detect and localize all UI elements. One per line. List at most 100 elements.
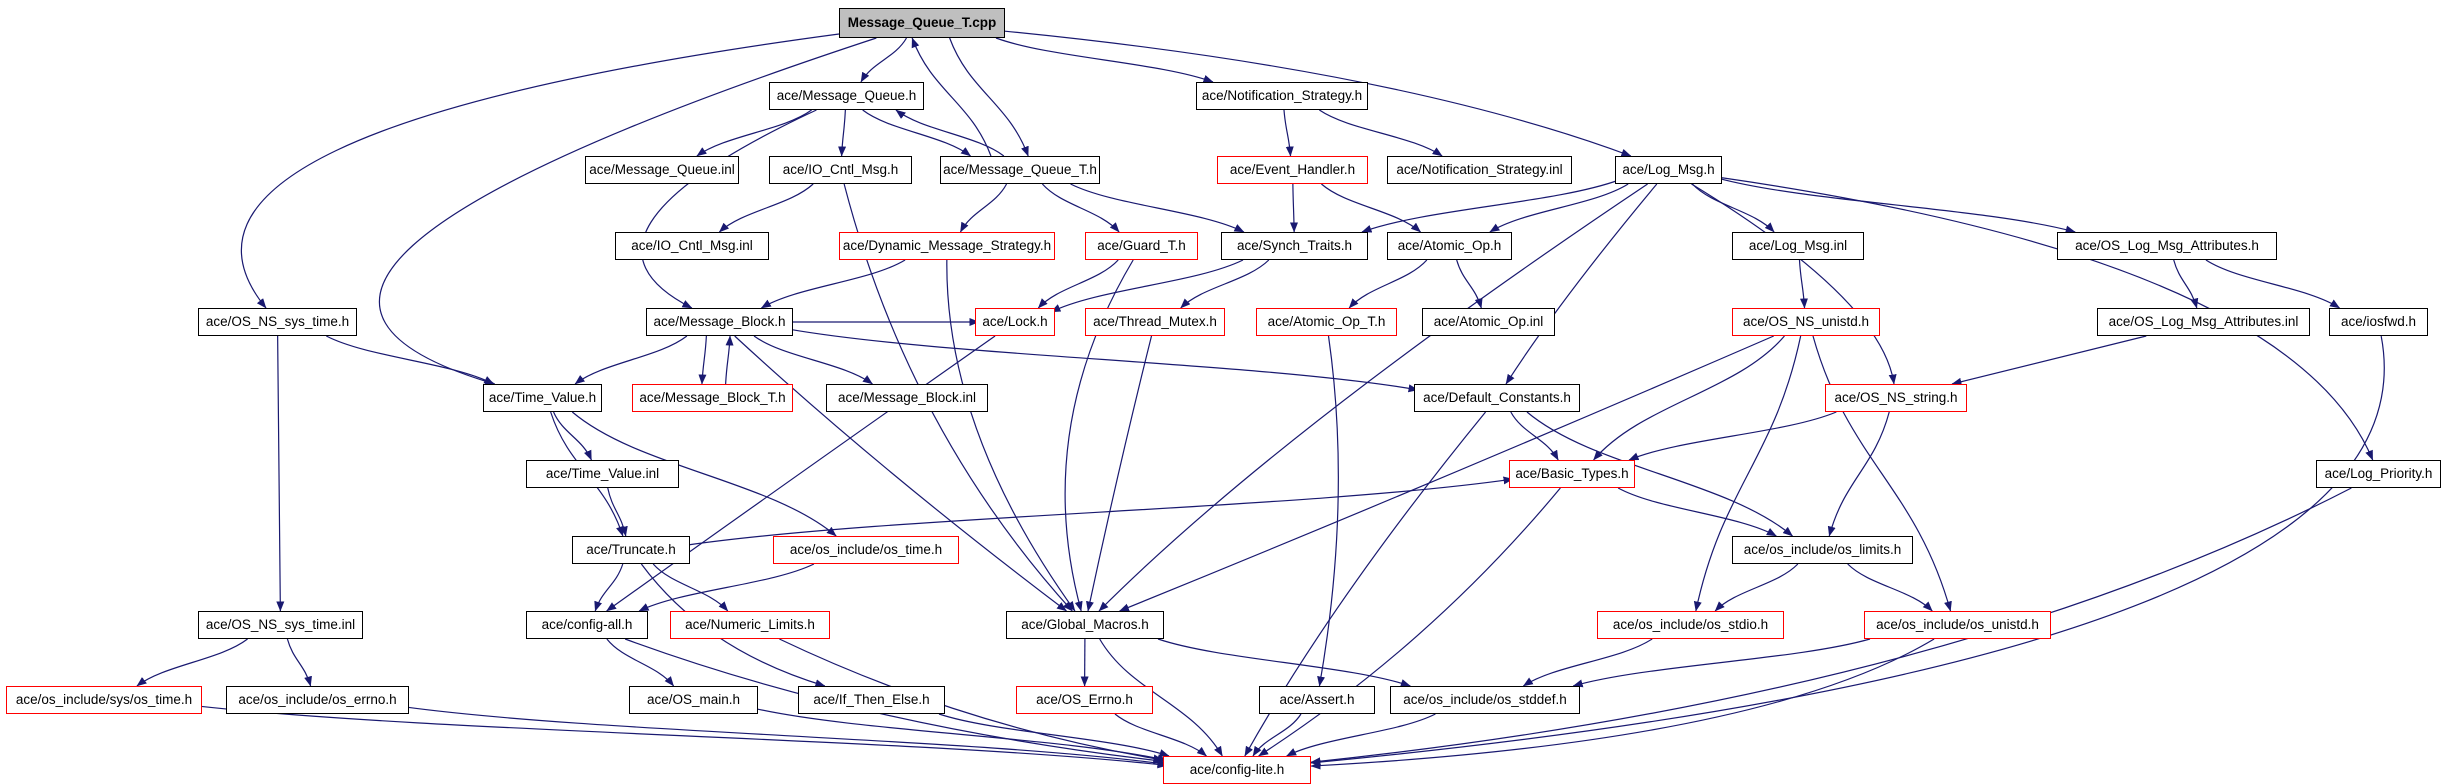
edge-os-log-msg-attributes-inl--os-ns-string-h bbox=[1951, 335, 2147, 386]
node-os-log-msg-attributes-h[interactable]: ace/OS_Log_Msg_Attributes.h bbox=[2057, 232, 2277, 260]
edge-message-block-h--message-block-inl bbox=[753, 335, 873, 385]
node-thread-mutex-h[interactable]: ace/Thread_Mutex.h bbox=[1085, 308, 1225, 336]
node-os-ns-sys-time-h[interactable]: ace/OS_NS_sys_time.h bbox=[198, 308, 357, 336]
node-message-block-t-h[interactable]: ace/Message_Block_T.h bbox=[632, 384, 793, 412]
edge-log-msg-h--atomic-op-h bbox=[1489, 183, 1629, 233]
edge-mq-t-cpp--log-msg-h bbox=[1004, 30, 1632, 157]
node-io-cntl-msg-inl[interactable]: ace/IO_Cntl_Msg.inl bbox=[615, 232, 769, 260]
edge-os-limits-h--os-stdio-file-h bbox=[1714, 563, 1799, 612]
node-notification-strategy-h[interactable]: ace/Notification_Strategy.h bbox=[1196, 82, 1368, 110]
edge-assert-h--config-lite-h bbox=[1252, 713, 1302, 757]
edge-os-ns-unistd-h--os-unistd-file-h bbox=[1812, 335, 1952, 612]
edge-io-cntl-msg-h--io-cntl-msg-inl bbox=[718, 183, 814, 233]
edge-message-block-h--global-macros-h bbox=[734, 335, 1067, 612]
edge-os-ns-unistd-h--global-macros-h bbox=[1119, 335, 1774, 612]
edge-synch-traits-h--thread-mutex-h bbox=[1180, 259, 1270, 309]
node-guard-t-h[interactable]: ace/Guard_T.h bbox=[1085, 232, 1198, 260]
node-message-block-h[interactable]: ace/Message_Block.h bbox=[646, 308, 793, 336]
edge-os-limits-h--os-unistd-file-h bbox=[1847, 563, 1933, 612]
edge-os-ns-sys-time-inl--os-errno-file-h bbox=[286, 638, 312, 687]
node-basic-types-h[interactable]: ace/Basic_Types.h bbox=[1509, 460, 1635, 488]
edge-guard-t-h--lock-h bbox=[1037, 259, 1119, 309]
node-config-all-h[interactable]: ace/config-all.h bbox=[526, 611, 648, 639]
node-message-queue-t-h[interactable]: ace/Message_Queue_T.h bbox=[940, 156, 1100, 184]
edge-atomic-op-h--atomic-op-inl bbox=[1456, 259, 1483, 309]
node-message-queue-inl[interactable]: ace/Message_Queue.inl bbox=[585, 156, 739, 184]
edge-synch-traits-h--lock-h bbox=[1050, 259, 1244, 313]
node-log-msg-inl[interactable]: ace/Log_Msg.inl bbox=[1732, 232, 1864, 260]
node-numeric-limits-h[interactable]: ace/Numeric_Limits.h bbox=[670, 611, 830, 639]
edge-atomic-op-t-h--assert-h bbox=[1317, 335, 1339, 687]
node-iosfwd-h[interactable]: ace/iosfwd.h bbox=[2329, 308, 2428, 336]
node-atomic-op-t-h[interactable]: ace/Atomic_Op_T.h bbox=[1256, 308, 1397, 336]
edge-message-queue-h--message-queue-t-h bbox=[862, 109, 971, 157]
node-os-time-h[interactable]: ace/os_include/os_time.h bbox=[773, 536, 959, 564]
node-message-queue-h[interactable]: ace/Message_Queue.h bbox=[769, 82, 924, 110]
node-os-ns-string-h[interactable]: ace/OS_NS_string.h bbox=[1825, 384, 1967, 412]
edge-message-block-t-h--message-block-h bbox=[725, 335, 734, 385]
node-truncate-h[interactable]: ace/Truncate.h bbox=[572, 536, 690, 564]
node-default-constants-h[interactable]: ace/Default_Constants.h bbox=[1414, 384, 1580, 412]
node-atomic-op-h[interactable]: ace/Atomic_Op.h bbox=[1387, 232, 1512, 260]
node-os-main-h[interactable]: ace/OS_main.h bbox=[629, 686, 758, 714]
node-notification-strategy-inl[interactable]: ace/Notification_Strategy.inl bbox=[1387, 156, 1572, 184]
edge-dynamic-message-strategy-h--global-macros-h bbox=[946, 259, 1076, 612]
node-os-ns-unistd-h[interactable]: ace/OS_NS_unistd.h bbox=[1732, 308, 1880, 336]
node-os-errno-file-h[interactable]: ace/os_include/os_errno.h bbox=[226, 686, 409, 714]
node-os-stdio-file-h[interactable]: ace/os_include/os_stdio.h bbox=[1597, 611, 1784, 639]
edge-mq-t-cpp--notification-strategy-h bbox=[995, 37, 1214, 83]
node-io-cntl-msg-h[interactable]: ace/IO_Cntl_Msg.h bbox=[769, 156, 912, 184]
edge-log-msg-h--os-log-msg-attributes-h bbox=[1717, 177, 2076, 234]
edges-group bbox=[136, 30, 2385, 770]
edge-log-priority-h--config-lite-h bbox=[1310, 487, 2352, 766]
edge-message-block-h--message-block-t-h bbox=[698, 335, 707, 385]
edge-os-unistd-file-h--os-stddef-h bbox=[1572, 638, 1871, 688]
node-mq-t-cpp[interactable]: Message_Queue_T.cpp bbox=[839, 8, 1005, 38]
node-message-block-inl[interactable]: ace/Message_Block.inl bbox=[826, 384, 988, 412]
node-if-then-else-h[interactable]: ace/If_Then_Else.h bbox=[798, 686, 945, 714]
edge-os-time-h--config-all-h bbox=[638, 563, 815, 612]
node-time-value-h[interactable]: ace/Time_Value.h bbox=[483, 384, 602, 412]
node-lock-h[interactable]: ace/Lock.h bbox=[975, 308, 1055, 336]
node-log-priority-h[interactable]: ace/Log_Priority.h bbox=[2316, 460, 2441, 488]
node-time-value-inl[interactable]: ace/Time_Value.inl bbox=[526, 460, 679, 488]
edge-message-queue-t-h--synch-traits-h bbox=[1070, 183, 1245, 233]
edge-lock-h--config-all-h bbox=[606, 335, 996, 612]
edge-time-value-h--os-time-h bbox=[571, 411, 837, 537]
node-os-unistd-file-h[interactable]: ace/os_include/os_unistd.h bbox=[1864, 611, 2051, 639]
edge-os-errno-file-h--config-lite-h bbox=[404, 706, 1168, 768]
node-log-msg-h[interactable]: ace/Log_Msg.h bbox=[1615, 156, 1722, 184]
edge-log-msg-h--os-ns-string-h bbox=[1691, 183, 1897, 385]
node-os-limits-h[interactable]: ace/os_include/os_limits.h bbox=[1732, 536, 1913, 564]
edge-message-block-h--time-value-h bbox=[574, 335, 688, 385]
edge-default-constants-h--os-limits-h bbox=[1526, 411, 1793, 537]
node-assert-h[interactable]: ace/Assert.h bbox=[1259, 686, 1375, 714]
edge-os-unistd-file-h--config-lite-h bbox=[1310, 638, 1935, 770]
edge-os-log-msg-attributes-h--iosfwd-h bbox=[2205, 259, 2340, 309]
edge-os-ns-unistd-h--os-stdio-file-h bbox=[1693, 335, 1802, 612]
edge-message-queue-t-h--dynamic-message-strategy-h bbox=[959, 183, 1008, 233]
edge-truncate-h--numeric-limits-h bbox=[652, 563, 729, 612]
node-os-errno-h[interactable]: ace/OS_Errno.h bbox=[1016, 686, 1153, 714]
edge-mq-t-cpp--message-queue-t-h bbox=[949, 37, 1029, 157]
edge-basic-types-h--config-lite-h bbox=[1258, 487, 1561, 757]
node-global-macros-h[interactable]: ace/Global_Macros.h bbox=[1006, 611, 1164, 639]
edge-mq-t-cpp--message-queue-h bbox=[860, 37, 908, 83]
node-os-log-msg-attributes-inl[interactable]: ace/OS_Log_Msg_Attributes.inl bbox=[2097, 308, 2310, 336]
node-os-sys-os-time-h[interactable]: ace/os_include/sys/os_time.h bbox=[6, 686, 202, 714]
edge-global-macros-h--config-lite-h bbox=[1099, 638, 1223, 757]
edge-config-all-h--os-main-h bbox=[606, 638, 675, 687]
node-synch-traits-h[interactable]: ace/Synch_Traits.h bbox=[1221, 232, 1368, 260]
edge-global-macros-h--os-stddef-h bbox=[1157, 638, 1411, 687]
node-config-lite-h[interactable]: ace/config-lite.h bbox=[1163, 756, 1311, 784]
edge-truncate-h--config-all-h bbox=[594, 563, 624, 612]
node-dynamic-message-strategy-h[interactable]: ace/Dynamic_Message_Strategy.h bbox=[839, 232, 1055, 260]
edge-log-msg-h--synch-traits-h bbox=[1361, 179, 1620, 233]
edge-message-queue-h--message-queue-inl bbox=[696, 109, 812, 157]
node-os-stddef-h[interactable]: ace/os_include/os_stddef.h bbox=[1390, 686, 1580, 714]
node-os-ns-sys-time-inl[interactable]: ace/OS_NS_sys_time.inl bbox=[198, 611, 363, 639]
edge-time-value-h--time-value-inl bbox=[553, 411, 592, 461]
node-event-handler-h[interactable]: ace/Event_Handler.h bbox=[1217, 156, 1368, 184]
node-atomic-op-inl[interactable]: ace/Atomic_Op.inl bbox=[1422, 308, 1555, 336]
edge-message-queue-t-h--mq-t-cpp bbox=[911, 37, 992, 157]
